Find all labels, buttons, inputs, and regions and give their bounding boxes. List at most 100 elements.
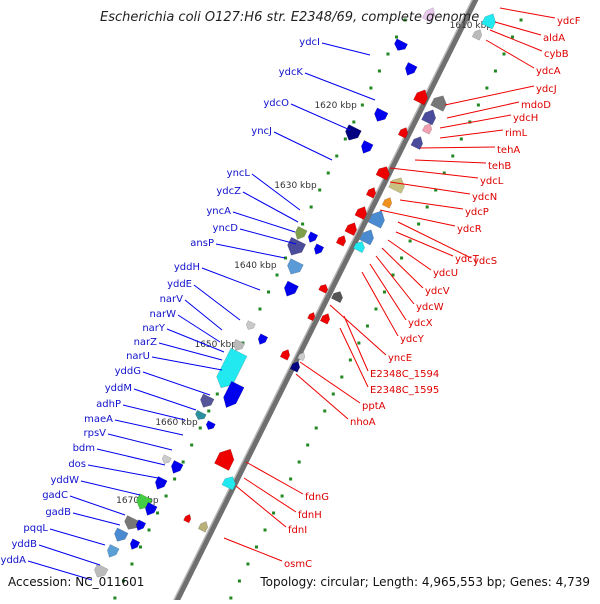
forward-marker-track-dot bbox=[138, 545, 142, 549]
forward-gene-label: ydcO bbox=[263, 98, 289, 109]
forward-gene-label: ydcZ bbox=[216, 186, 241, 197]
reverse-marker-track-dot bbox=[306, 443, 310, 447]
reverse-marker-track-dot bbox=[331, 392, 335, 396]
forward-gene-arrow bbox=[233, 338, 246, 351]
reverse-gene-arrow bbox=[319, 313, 331, 325]
reverse-leader-line bbox=[379, 209, 456, 227]
forward-leader-line bbox=[49, 528, 106, 546]
reverse-gene-label: ydcA bbox=[536, 66, 561, 77]
forward-leader-line bbox=[290, 103, 351, 131]
forward-gene-arrow bbox=[223, 380, 245, 408]
reverse-marker-track-dot bbox=[511, 35, 515, 39]
forward-marker-track-dot bbox=[335, 154, 339, 158]
forward-marker-track-dot bbox=[386, 52, 390, 56]
reverse-gene-arrow bbox=[421, 109, 436, 126]
forward-gene-arrow bbox=[287, 236, 307, 256]
forward-leader-line bbox=[142, 371, 211, 396]
reverse-marker-track-dot bbox=[493, 69, 497, 73]
kbp-tick-label: 1640 kbp bbox=[234, 261, 277, 271]
kbp-tick-label: 1610 kbp bbox=[450, 21, 493, 31]
forward-gene-arrow bbox=[374, 107, 389, 122]
forward-gene-label: yddM bbox=[105, 383, 132, 394]
reverse-leader-line bbox=[369, 263, 407, 321]
reverse-gene-label: ydcR bbox=[457, 224, 482, 235]
reverse-marker-track-dot bbox=[323, 409, 327, 413]
reverse-marker-track-dot bbox=[340, 375, 344, 379]
forward-gene-label: yncA bbox=[206, 206, 231, 217]
forward-marker-track-dot bbox=[318, 188, 322, 192]
forward-leader-line bbox=[215, 243, 286, 259]
reverse-gene-arrow bbox=[481, 13, 496, 30]
reverse-marker-track-dot bbox=[459, 137, 463, 141]
reverse-leader-line bbox=[446, 101, 520, 119]
forward-gene-arrow bbox=[124, 515, 141, 530]
forward-marker-track-dot bbox=[284, 256, 288, 260]
reverse-leader-line bbox=[397, 221, 472, 259]
reverse-gene-arrow bbox=[335, 235, 347, 247]
reverse-leader-line bbox=[329, 304, 387, 356]
reverse-gene-arrow bbox=[344, 222, 357, 236]
forward-gene-arrow bbox=[361, 140, 374, 154]
forward-marker-track-dot bbox=[275, 273, 279, 277]
reverse-marker-track-dot bbox=[476, 103, 480, 107]
reverse-marker-track-dot bbox=[314, 426, 318, 430]
reverse-gene-label: ydcP bbox=[465, 207, 489, 218]
reverse-marker-track-dot bbox=[408, 239, 412, 243]
forward-gene-arrow bbox=[129, 538, 141, 550]
forward-marker-track-dot bbox=[377, 69, 381, 73]
forward-gene-label: yncJ bbox=[251, 126, 272, 137]
reverse-marker-track-dot bbox=[382, 290, 386, 294]
kbp-tick-label: 1630 kbp bbox=[274, 181, 317, 191]
forward-gene-label: yncL bbox=[227, 168, 251, 179]
reverse-leader-line bbox=[439, 114, 512, 129]
forward-marker-track-dot bbox=[164, 494, 168, 498]
reverse-marker-track-dot bbox=[519, 18, 523, 22]
forward-leader-line bbox=[193, 284, 241, 321]
reverse-marker-track-dot bbox=[391, 273, 395, 277]
accession-text: Accession: NC_011601 bbox=[8, 575, 145, 589]
forward-leader-line bbox=[239, 228, 297, 245]
forward-leader-line bbox=[201, 267, 261, 291]
forward-gene-label: yddB bbox=[12, 539, 38, 550]
reverse-marker-track-dot bbox=[434, 188, 438, 192]
forward-leader-line bbox=[38, 544, 101, 566]
reverse-gene-arrow bbox=[388, 177, 405, 194]
reverse-gene-label: ydcJ bbox=[536, 84, 557, 95]
forward-marker-track-dot bbox=[352, 120, 356, 124]
forward-gene-label: yncD bbox=[213, 223, 239, 234]
forward-gene-label: narU bbox=[126, 351, 150, 362]
reverse-gene-label: fdnH bbox=[298, 510, 322, 521]
reverse-leader-line bbox=[223, 537, 283, 562]
reverse-leader-line bbox=[414, 159, 487, 164]
reverse-marker-track-dot bbox=[280, 494, 284, 498]
forward-gene-label: yddE bbox=[167, 279, 192, 290]
reverse-leader-line bbox=[389, 181, 471, 195]
reverse-gene-arrow bbox=[422, 7, 436, 23]
reverse-gene-label: ydcH bbox=[513, 113, 538, 124]
reverse-leader-line bbox=[389, 167, 479, 179]
forward-gene-label: narZ bbox=[134, 337, 158, 348]
reverse-leader-line bbox=[494, 21, 542, 36]
forward-gene-arrow bbox=[287, 258, 304, 275]
forward-gene-label: adhP bbox=[96, 399, 121, 410]
forward-gene-arrow bbox=[200, 393, 215, 408]
forward-gene-arrow bbox=[94, 563, 109, 578]
reverse-leader-line bbox=[444, 85, 535, 106]
forward-leader-line bbox=[114, 419, 184, 436]
forward-marker-track-dot bbox=[173, 477, 177, 481]
forward-gene-arrow bbox=[195, 409, 207, 420]
forward-gene-label: rpsV bbox=[83, 428, 106, 439]
forward-gene-arrow bbox=[135, 519, 147, 531]
reverse-leader-line bbox=[361, 271, 399, 337]
reverse-marker-track-dot bbox=[374, 307, 378, 311]
reverse-leader-line bbox=[439, 129, 504, 139]
reverse-gene-label: ydcF bbox=[557, 16, 581, 27]
forward-gene-arrow bbox=[114, 527, 129, 542]
forward-gene-label: narV bbox=[160, 294, 184, 305]
forward-leader-line bbox=[80, 480, 141, 496]
forward-marker-track-dot bbox=[156, 511, 160, 515]
kbp-tick-label: 1650 kbp bbox=[194, 340, 237, 350]
forward-gene-arrow bbox=[307, 231, 319, 243]
forward-leader-line bbox=[232, 211, 296, 233]
